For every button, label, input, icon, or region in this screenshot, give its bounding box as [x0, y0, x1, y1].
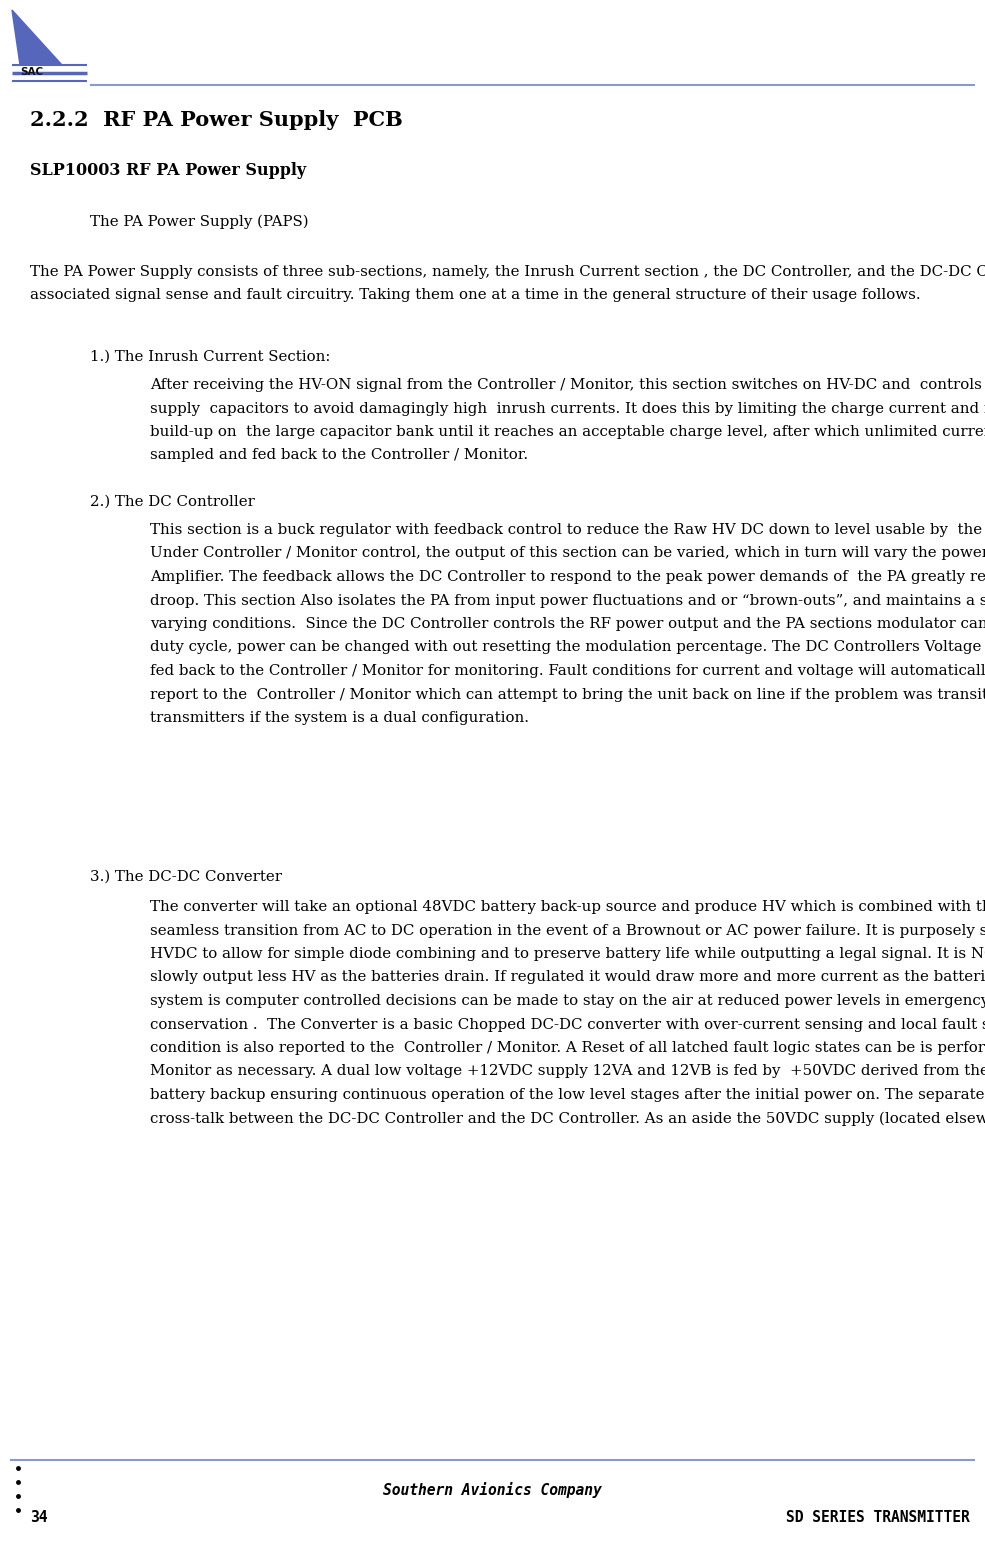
Text: sampled and fed back to the Controller / Monitor.: sampled and fed back to the Controller /…	[150, 449, 528, 463]
Text: 2.) The DC Controller: 2.) The DC Controller	[90, 495, 255, 509]
Text: system is computer controlled decisions can be made to stay on the air at reduce: system is computer controlled decisions …	[150, 994, 985, 1008]
Text: fed back to the Controller / Monitor for monitoring. Fault conditions for curren: fed back to the Controller / Monitor for…	[150, 665, 985, 679]
Text: The PA Power Supply consists of three sub-sections, namely, the Inrush Current s: The PA Power Supply consists of three su…	[30, 266, 985, 280]
Text: The PA Power Supply (PAPS): The PA Power Supply (PAPS)	[90, 214, 308, 230]
Text: seamless transition from AC to DC operation in the event of a Brownout or AC pow: seamless transition from AC to DC operat…	[150, 924, 985, 938]
Text: 3.) The DC-DC Converter: 3.) The DC-DC Converter	[90, 870, 282, 884]
Text: SD SERIES TRANSMITTER: SD SERIES TRANSMITTER	[786, 1510, 970, 1525]
Text: varying conditions.  Since the DC Controller controls the RF power output and th: varying conditions. Since the DC Control…	[150, 617, 985, 631]
Text: 34: 34	[30, 1510, 47, 1525]
Text: droop. This section Also isolates the PA from input power fluctuations and or “b: droop. This section Also isolates the PA…	[150, 593, 985, 607]
Text: Monitor as necessary. A dual low voltage +12VDC supply 12VA and 12VB is fed by  : Monitor as necessary. A dual low voltage…	[150, 1064, 985, 1078]
Text: associated signal sense and fault circuitry. Taking them one at a time in the ge: associated signal sense and fault circui…	[30, 289, 921, 303]
Text: Amplifier. The feedback allows the DC Controller to respond to the peak power de: Amplifier. The feedback allows the DC Co…	[150, 570, 985, 584]
Text: 1.) The Inrush Current Section:: 1.) The Inrush Current Section:	[90, 349, 330, 363]
Text: Southern Avionics Company: Southern Avionics Company	[383, 1482, 602, 1499]
Text: After receiving the HV-ON signal from the Controller / Monitor, this section swi: After receiving the HV-ON signal from th…	[150, 377, 985, 391]
Text: 2.2.2  RF PA Power Supply  PCB: 2.2.2 RF PA Power Supply PCB	[30, 110, 403, 130]
Text: slowly output less HV as the batteries drain. If regulated it would draw more an: slowly output less HV as the batteries d…	[150, 971, 985, 985]
Text: battery backup ensuring continuous operation of the low level stages after the i: battery backup ensuring continuous opera…	[150, 1089, 985, 1103]
Text: Under Controller / Monitor control, the output of this section can be varied, wh: Under Controller / Monitor control, the …	[150, 547, 985, 561]
Text: supply  capacitors to avoid damagingly high  inrush currents. It does this by li: supply capacitors to avoid damagingly hi…	[150, 402, 985, 416]
Text: The converter will take an optional 48VDC battery back-up source and produce HV : The converter will take an optional 48VD…	[150, 901, 985, 915]
Text: duty cycle, power can be changed with out resetting the modulation percentage. T: duty cycle, power can be changed with ou…	[150, 640, 985, 654]
Text: cross-talk between the DC-DC Controller and the DC Controller. As an aside the 5: cross-talk between the DC-DC Controller …	[150, 1112, 985, 1126]
Text: condition is also reported to the  Controller / Monitor. A Reset of all latched : condition is also reported to the Contro…	[150, 1041, 985, 1054]
Text: This section is a buck regulator with feedback control to reduce the Raw HV DC d: This section is a buck regulator with fe…	[150, 523, 985, 537]
Text: build-up on  the large capacitor bank until it reaches an acceptable charge leve: build-up on the large capacitor bank unt…	[150, 426, 985, 439]
Text: transmitters if the system is a dual configuration.: transmitters if the system is a dual con…	[150, 711, 529, 725]
Text: SAC: SAC	[20, 67, 43, 78]
Text: report to the  Controller / Monitor which can attempt to bring the unit back on : report to the Controller / Monitor which…	[150, 688, 985, 702]
Text: SLP10003 RF PA Power Supply: SLP10003 RF PA Power Supply	[30, 162, 306, 179]
Text: HVDC to allow for simple diode combining and to preserve battery life while outp: HVDC to allow for simple diode combining…	[150, 947, 985, 961]
Text: conservation .  The Converter is a basic Chopped DC-DC converter with over-curre: conservation . The Converter is a basic …	[150, 1017, 985, 1031]
Polygon shape	[12, 9, 62, 65]
